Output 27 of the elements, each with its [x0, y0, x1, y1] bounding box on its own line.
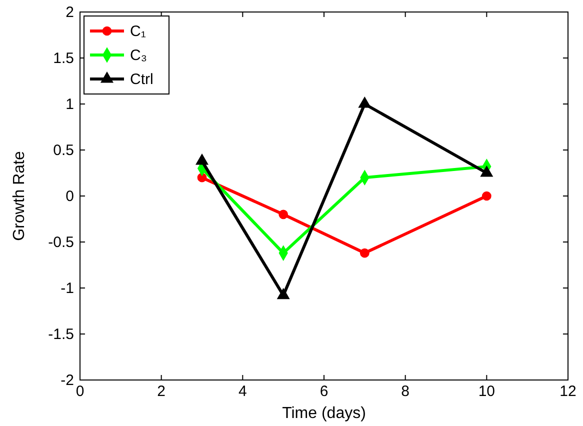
- point: [358, 96, 371, 108]
- legend-label: C₃: [130, 47, 147, 64]
- x-tick-label: 4: [238, 383, 247, 400]
- y-tick-label: 1.5: [53, 50, 74, 67]
- y-tick-label: -1: [60, 280, 74, 297]
- y-tick-label: 2: [66, 4, 74, 21]
- y-tick-label: 0: [66, 188, 74, 205]
- point: [196, 154, 208, 165]
- x-tick-label: 12: [560, 383, 576, 400]
- x-tick-label: 8: [401, 383, 410, 400]
- point: [480, 166, 493, 177]
- x-tick-label: 10: [478, 383, 496, 400]
- point: [197, 172, 207, 182]
- legend-label: C₁: [130, 23, 146, 40]
- point: [360, 248, 370, 258]
- y-axis-title: Growth Rate: [11, 150, 28, 241]
- x-axis-title: Time (days): [282, 405, 366, 422]
- x-tick-label: 6: [320, 383, 328, 400]
- point: [278, 210, 288, 220]
- point: [482, 191, 492, 201]
- y-tick-label: -2: [60, 372, 74, 389]
- y-tick-label: 1: [66, 96, 74, 113]
- y-tick-label: -1.5: [48, 326, 74, 343]
- legend-label: Ctrl: [130, 71, 154, 88]
- y-tick-label: 0.5: [53, 142, 74, 159]
- x-tick-label: 2: [157, 383, 166, 400]
- y-tick-label: -0.5: [48, 234, 74, 251]
